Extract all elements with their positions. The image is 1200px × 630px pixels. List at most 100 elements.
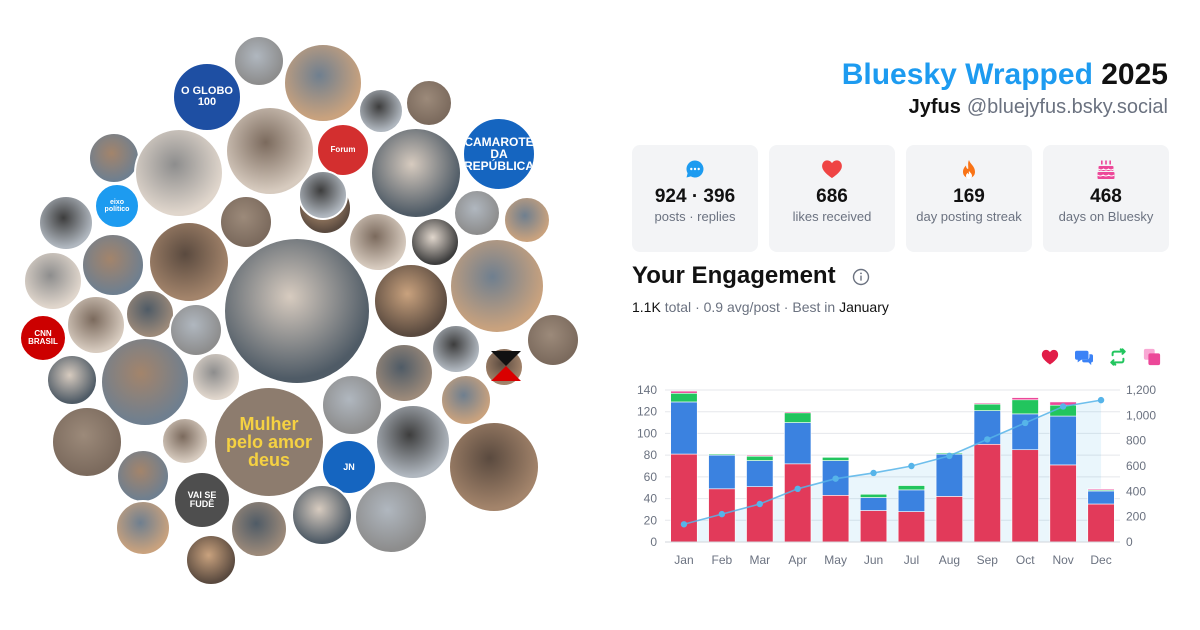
avatar[interactable]	[169, 303, 223, 357]
year-label: 2025	[1101, 58, 1168, 91]
avatar[interactable]	[449, 238, 545, 334]
avatar[interactable]	[161, 417, 209, 465]
avatar[interactable]	[191, 352, 241, 402]
account-avatar[interactable]: eixo político	[94, 183, 140, 229]
x-tick-label: Aug	[939, 553, 960, 567]
y-tick-label: 60	[644, 470, 658, 484]
engagement-total-label: total	[664, 299, 692, 315]
avatar[interactable]	[283, 43, 363, 123]
avatar[interactable]	[46, 354, 98, 406]
y2-tick-label: 1,000	[1126, 408, 1156, 422]
avatar[interactable]	[219, 195, 273, 249]
avatar[interactable]	[38, 195, 94, 251]
stat-value: 468	[1090, 186, 1122, 207]
bar-segment	[708, 454, 736, 490]
avatar[interactable]	[116, 449, 170, 503]
avatar-label: Forum	[330, 145, 356, 154]
avatar[interactable]	[431, 324, 481, 374]
separator: ·	[695, 299, 700, 315]
avatar-label: CAMAROTE DA REPÚBLICA	[464, 135, 535, 173]
avatar[interactable]	[100, 337, 190, 427]
avatar[interactable]	[81, 233, 145, 297]
y-tick-label: 100	[637, 426, 657, 440]
avatar[interactable]	[410, 217, 460, 267]
account-avatar[interactable]: Forum	[316, 123, 370, 177]
bar-segment	[1049, 464, 1077, 543]
avatar[interactable]	[230, 500, 288, 558]
avatar[interactable]	[88, 132, 140, 184]
cake-icon	[1043, 159, 1169, 181]
account-avatar[interactable]: VAI SE FUDÊ	[173, 471, 231, 529]
avatar[interactable]	[440, 374, 492, 426]
replies-legend-icon[interactable]	[1075, 348, 1093, 366]
account-avatar[interactable]: O GLOBO 100	[172, 62, 242, 132]
cumulative-point	[1097, 396, 1105, 404]
avatar[interactable]	[298, 170, 348, 220]
bar-segment	[935, 496, 963, 543]
avatar[interactable]	[453, 189, 501, 237]
stat-label: posts · replies	[654, 209, 736, 224]
heart-icon	[769, 159, 895, 179]
avatar[interactable]	[223, 237, 371, 385]
avatar[interactable]	[526, 313, 580, 367]
y-tick-label: 20	[644, 513, 658, 527]
bar-segment	[897, 511, 926, 543]
quotes-legend-icon[interactable]	[1143, 348, 1161, 366]
info-icon[interactable]	[852, 268, 870, 291]
stat-card-days: 468 days on Bluesky	[1043, 145, 1169, 252]
avatar-label: eixo político	[104, 199, 130, 213]
avatar[interactable]	[125, 289, 175, 339]
cumulative-point	[908, 462, 915, 470]
user-handle[interactable]: @bluejyfus.bsky.social	[966, 96, 1168, 118]
likes-legend-icon[interactable]	[1041, 348, 1059, 366]
avatar[interactable]	[233, 35, 285, 87]
account-avatar[interactable]: Mulher pelo amor deus	[213, 386, 325, 498]
avatar[interactable]	[375, 404, 451, 480]
account-avatar[interactable]: JN	[321, 439, 377, 495]
stat-label: day posting streak	[916, 209, 1022, 224]
avatar[interactable]	[358, 88, 404, 134]
reposts-legend-icon[interactable]	[1109, 348, 1127, 366]
avatar[interactable]	[148, 221, 230, 303]
account-avatar[interactable]: CAMAROTE DA REPÚBLICA	[462, 117, 536, 191]
avatar[interactable]	[348, 212, 408, 272]
account-avatar[interactable]: CNN BRASIL	[19, 314, 67, 362]
avatar[interactable]	[134, 128, 224, 218]
y2-tick-label: 800	[1126, 434, 1146, 448]
engagement-chart: 0 20 40 60 80 100 120 140 0 200 400 600 800 1,000 1,20…	[637, 383, 1156, 567]
cumulative-point	[718, 510, 726, 518]
stat-value: 924 · 396	[654, 186, 736, 207]
bar-segment	[822, 457, 850, 461]
cumulative-point	[1022, 419, 1029, 427]
avatar[interactable]	[291, 484, 353, 546]
y2-tick-label: 400	[1126, 484, 1146, 498]
bar-segment	[746, 455, 774, 461]
display-name[interactable]: Jyfus	[908, 96, 961, 118]
best-month-label: Best in	[792, 299, 836, 315]
engagement-summary: 1.1K total · 0.9 avg/post · Best in Janu…	[632, 299, 889, 315]
avatar[interactable]	[321, 374, 383, 436]
avatar[interactable]	[448, 421, 540, 513]
avatar[interactable]	[370, 127, 462, 219]
avatar[interactable]	[185, 534, 237, 586]
avatar[interactable]	[354, 480, 428, 554]
y-tick-label: 140	[637, 383, 657, 397]
bar-segment	[784, 411, 812, 414]
avatar[interactable]	[225, 106, 315, 196]
avatar[interactable]	[51, 406, 123, 478]
avatar[interactable]	[66, 295, 126, 355]
bar-segment	[973, 402, 1001, 405]
avatar[interactable]	[405, 79, 453, 127]
avatar[interactable]	[115, 500, 171, 556]
cumulative-point	[984, 436, 991, 443]
avatar[interactable]	[503, 196, 551, 244]
avatar[interactable]	[373, 263, 449, 339]
stat-card-streak: 169 day posting streak	[906, 145, 1032, 252]
avatar[interactable]	[374, 343, 434, 403]
x-tick-label: Feb	[712, 553, 733, 567]
y2-tick-label: 0	[1126, 535, 1133, 549]
hourglass-logo-icon[interactable]	[489, 349, 523, 383]
cumulative-point	[794, 485, 801, 492]
avatar[interactable]	[23, 251, 83, 311]
user-identity: Jyfus @bluejyfus.bsky.social	[909, 96, 1168, 119]
